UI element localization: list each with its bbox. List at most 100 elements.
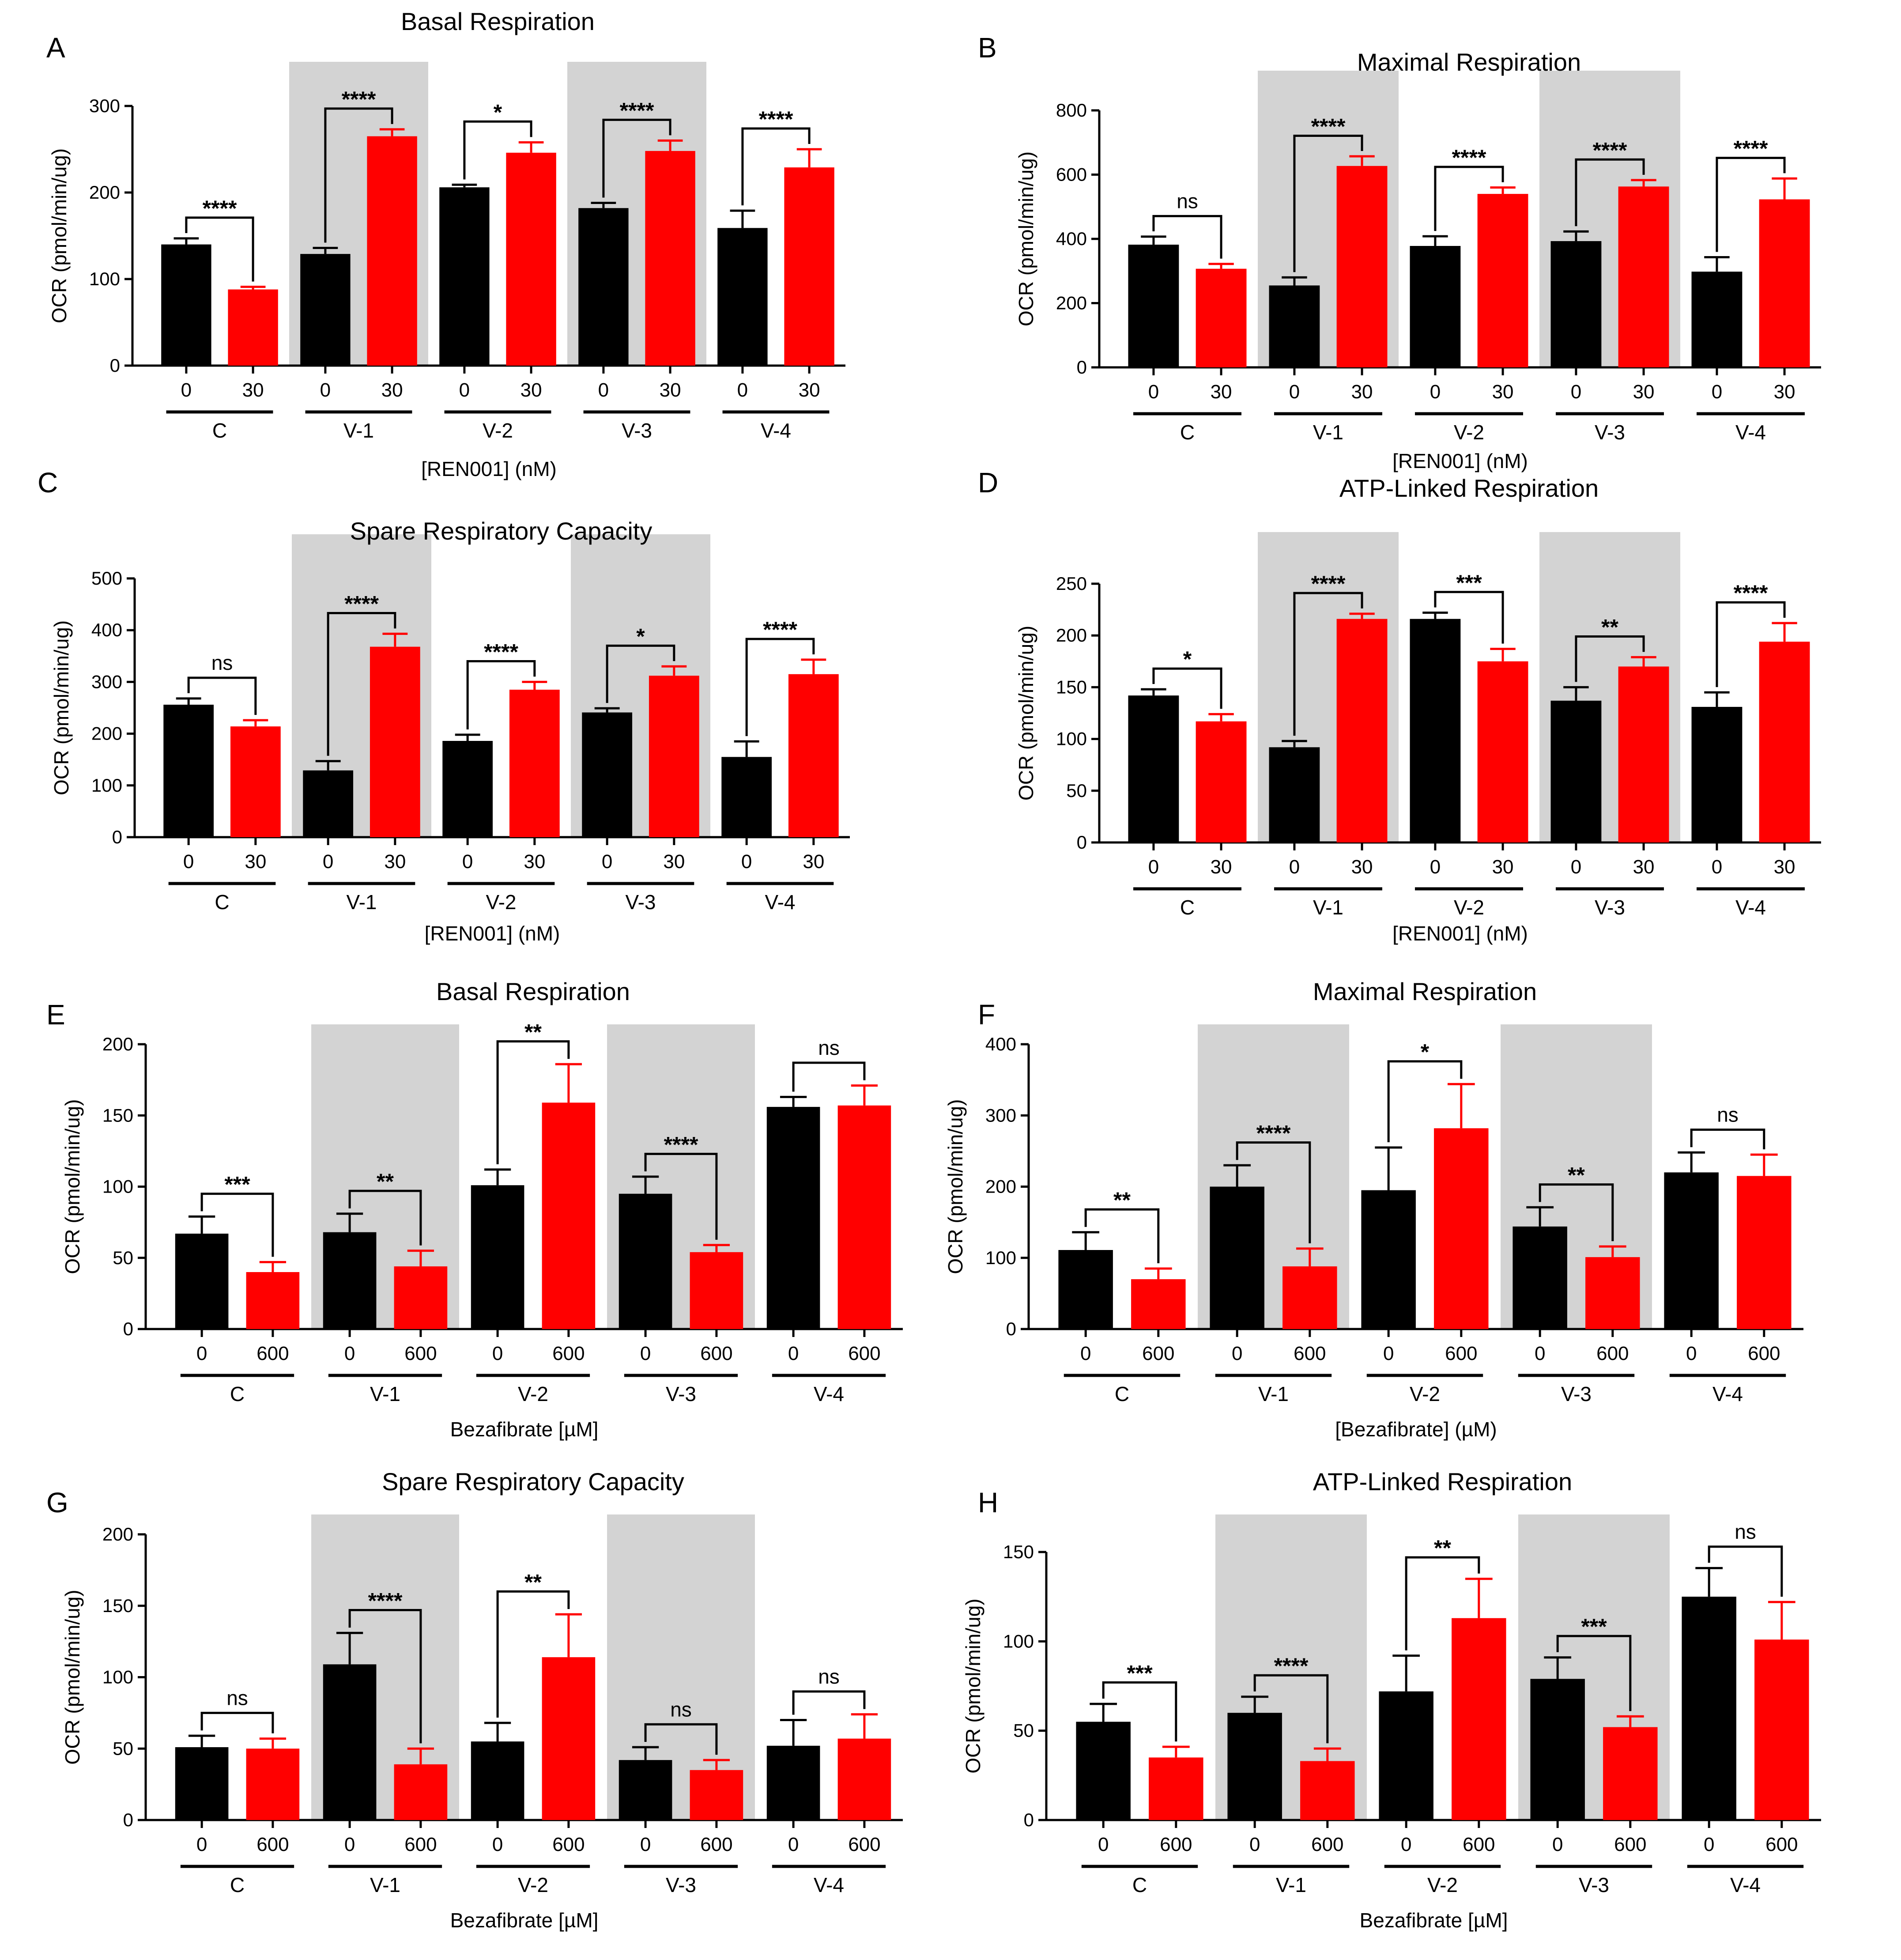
bar-v-4-0 — [1664, 1172, 1719, 1329]
x-tick-label: 30 — [1351, 856, 1373, 878]
x-tick-label: 30 — [245, 851, 266, 872]
significance-bracket — [1575, 158, 1645, 227]
x-tick-label: 0 — [737, 379, 748, 401]
bar-v-1-30 — [1336, 166, 1388, 367]
x-tick-label: 0 — [1535, 1343, 1545, 1364]
bar-c-0 — [161, 244, 211, 366]
y-tick-label: 200 — [89, 182, 120, 203]
x-tick-label: 0 — [1098, 1834, 1109, 1855]
y-tick-label: 100 — [91, 775, 122, 796]
x-tick-label: 0 — [492, 1343, 503, 1364]
significance-bracket — [185, 216, 254, 282]
group-label: V-1 — [1313, 421, 1343, 444]
y-tick-label: 0 — [1006, 1318, 1016, 1339]
bar-c-600 — [246, 1749, 300, 1820]
panel-g: G Spare Respiratory Capacity 0 50 100 150 200 O… — [46, 1468, 903, 1932]
significance-bracket — [327, 612, 396, 756]
significance-bracket — [463, 120, 532, 180]
bar-v-4-0 — [1691, 706, 1743, 842]
significance-label: ns — [226, 1686, 248, 1709]
significance-label: **** — [1274, 1654, 1309, 1678]
significance-label: ns — [1717, 1103, 1739, 1126]
x-tick-label: 30 — [521, 379, 542, 401]
x-tick-label: 0 — [1148, 856, 1159, 878]
bar-v-4-30 — [784, 167, 834, 366]
group-label: V-4 — [814, 1873, 844, 1896]
significance-bracket — [1253, 1674, 1329, 1744]
group-label: V-4 — [1735, 896, 1766, 919]
bar-v-3-0 — [578, 208, 629, 366]
bar-v-2-600 — [1434, 1128, 1489, 1329]
bar-v-1-600 — [1300, 1761, 1355, 1820]
significance-label: **** — [1734, 581, 1768, 605]
x-tick-label: 0 — [492, 1834, 503, 1855]
bar-v-3-0 — [1550, 241, 1602, 367]
panel-letter: H — [978, 1487, 998, 1518]
significance-label: **** — [1452, 145, 1486, 170]
bar-v-3-600 — [1603, 1727, 1658, 1820]
significance-label: **** — [664, 1132, 698, 1157]
x-tick-label: 0 — [1571, 856, 1581, 878]
bar-v-4-600 — [1737, 1176, 1792, 1329]
chart-title: Spare Respiratory Capacity — [382, 1468, 684, 1495]
y-axis-label: OCR (pmol/min/ug) — [944, 1099, 967, 1274]
chart-title: Maximal Respiration — [1357, 48, 1581, 76]
x-tick-label: 600 — [848, 1834, 880, 1855]
x-tick-label: 600 — [1748, 1343, 1780, 1364]
bar-v-2-30 — [506, 152, 556, 366]
bar-c-30 — [230, 726, 281, 837]
bar-v-4-0 — [721, 757, 772, 837]
panel-letter: D — [978, 467, 998, 498]
x-axis-label: Bezafibrate [µM] — [450, 1909, 599, 1932]
bar-v-2-30 — [1477, 194, 1528, 367]
x-tick-label: 0 — [344, 1343, 355, 1364]
x-tick-label: 30 — [1774, 856, 1795, 878]
x-tick-label: 0 — [1712, 856, 1722, 878]
x-tick-label: 600 — [1294, 1343, 1326, 1364]
group-label: V-3 — [625, 891, 656, 914]
bar-c-30 — [228, 289, 278, 366]
bar-v-4-0 — [766, 1107, 820, 1329]
significance-bracket — [1716, 157, 1786, 252]
chart-title: ATP-Linked Respiration — [1339, 474, 1599, 502]
bar-c-0 — [163, 704, 214, 837]
significance-label: ns — [1177, 189, 1198, 212]
significance-bracket — [644, 1723, 718, 1755]
x-tick-label: 600 — [1160, 1834, 1192, 1855]
bar-v-2-0 — [1410, 619, 1461, 842]
significance-label: **** — [203, 196, 237, 221]
x-tick-label: 30 — [524, 851, 545, 872]
bar-c-0 — [175, 1233, 229, 1329]
x-tick-label: 0 — [1430, 381, 1441, 403]
group-label: V-2 — [1454, 896, 1484, 919]
x-tick-label: 0 — [1289, 381, 1300, 403]
bar-v-4-30 — [1759, 199, 1810, 367]
y-tick-label: 200 — [102, 1524, 133, 1545]
x-tick-label: 0 — [598, 379, 609, 401]
x-tick-label: 30 — [663, 851, 685, 872]
y-axis-label: OCR (pmol/min/ug) — [1015, 626, 1037, 801]
group-label: V-4 — [765, 891, 795, 914]
significance-label: ** — [524, 1020, 542, 1045]
y-tick-label: 250 — [1056, 573, 1087, 594]
significance-label: * — [1421, 1040, 1430, 1065]
bar-v-2-600 — [1452, 1618, 1506, 1820]
significance-label: ** — [1434, 1536, 1451, 1560]
significance-label: *** — [1581, 1614, 1607, 1639]
panel-letter: G — [46, 1487, 68, 1518]
group-label: V-1 — [370, 1382, 400, 1405]
significance-label: **** — [1311, 571, 1346, 596]
x-tick-label: 0 — [1712, 381, 1722, 403]
x-tick-label: 30 — [1492, 381, 1514, 403]
y-tick-label: 300 — [91, 671, 122, 692]
y-tick-label: 200 — [985, 1176, 1016, 1197]
x-tick-label: 30 — [803, 851, 824, 872]
significance-label: ns — [211, 651, 233, 674]
significance-bracket — [466, 660, 536, 729]
y-axis-label: OCR (pmol/min/ug) — [48, 148, 71, 323]
significance-label: **** — [342, 87, 376, 112]
x-tick-label: 30 — [242, 379, 264, 401]
group-label: V-3 — [622, 419, 652, 442]
y-tick-label: 0 — [110, 355, 120, 376]
